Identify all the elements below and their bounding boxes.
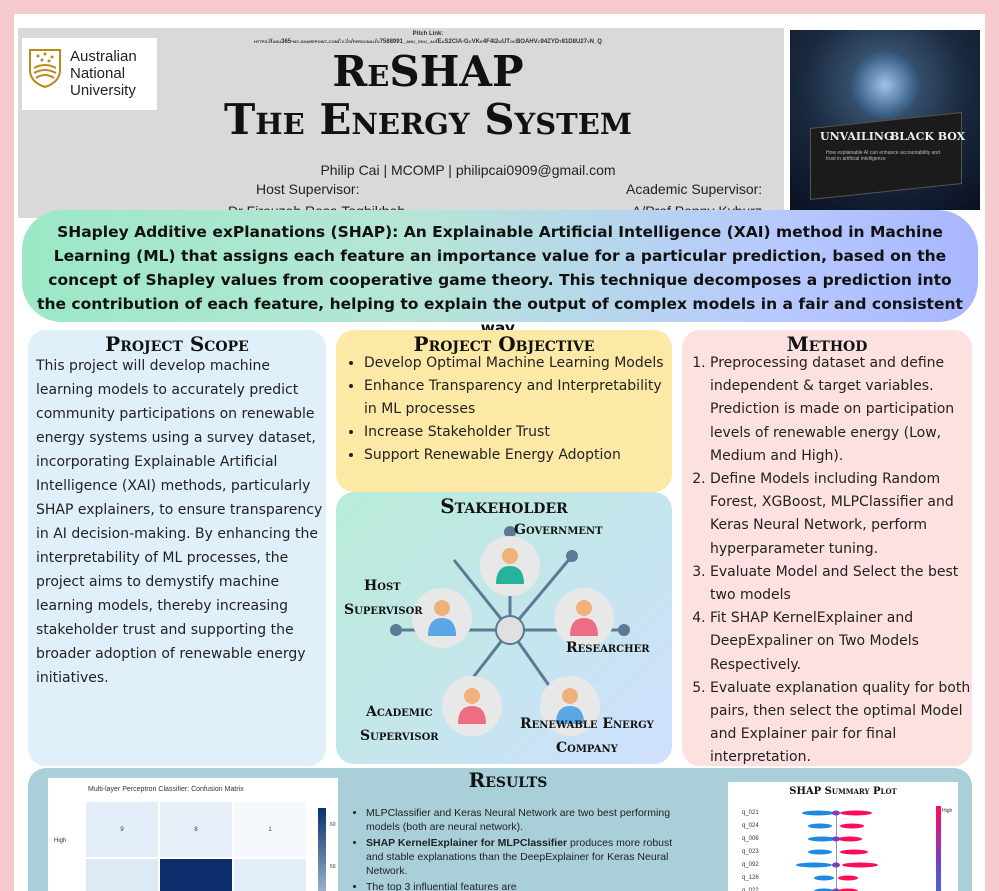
anu-logo: Australian National University xyxy=(22,38,157,110)
cm-tick: 60 xyxy=(330,822,336,828)
image-text-2: BLACK BOX xyxy=(890,130,966,143)
academic-supervisor-person-icon xyxy=(442,676,502,736)
renewable-energy-company-person-icon xyxy=(540,676,600,736)
results-list: MLPClassifier and Keras Neural Network a… xyxy=(354,806,676,891)
shap-title: SHAP Summary Plot xyxy=(789,786,897,797)
hub-node xyxy=(495,615,525,645)
scope-text: This project will develop machine learni… xyxy=(36,358,323,686)
results-panel: Results Multi-layer Perceptron Classifie… xyxy=(28,768,972,891)
host-label-1: Host xyxy=(364,578,401,594)
cm-cell: 8 xyxy=(160,802,232,857)
method-steps: Preprocessing dataset and define indepen… xyxy=(692,352,978,770)
cm-cell: 9 xyxy=(86,802,158,857)
shap-feature-label: q_126 xyxy=(742,875,759,881)
host-supervisor-person-icon xyxy=(412,588,472,648)
shap-feature-label: q_023 xyxy=(742,849,759,855)
company-label-2: Company xyxy=(556,740,618,756)
government-person-icon xyxy=(480,536,540,596)
banner-text: SHapley Additive exPlanations (SHAP): An… xyxy=(37,223,963,337)
objective-item: Increase Stakeholder Trust xyxy=(364,421,664,444)
logo-line: Australian xyxy=(70,48,137,65)
academic-supervisor-label: Academic Supervisor: xyxy=(626,181,763,197)
method-step: Fit SHAP KernelExplainer and DeepExpalin… xyxy=(710,607,978,677)
confusion-matrix: Multi-layer Perceptron Classifier: Confu… xyxy=(48,778,338,891)
shap-feature-label: q_024 xyxy=(742,823,759,829)
government-label: Government xyxy=(514,522,603,538)
shap-dots xyxy=(796,810,878,891)
pitch-url[interactable]: https://anu365-my.sharepoint.com/:v:/g/p… xyxy=(254,39,602,45)
stakeholder-diagram xyxy=(390,526,630,736)
cm-tick: 50 xyxy=(330,864,336,870)
objective-item: Support Renewable Energy Adoption xyxy=(364,444,664,467)
author-line: Philip Cai | MCOMP | philipcai0909@gmail… xyxy=(320,162,616,178)
cm-cell xyxy=(160,859,232,891)
project-scope-panel: Project Scope This project will develop … xyxy=(28,330,326,766)
anu-crest-icon xyxy=(29,49,61,88)
company-label-1: Renewable Energy xyxy=(520,716,654,732)
ai-head-icon xyxy=(850,50,920,120)
stakeholder-heading: Stakeholder xyxy=(440,494,568,518)
researcher-label: Researcher xyxy=(566,640,650,656)
scope-heading: Project Scope xyxy=(105,332,249,356)
logo-text: Australian National University xyxy=(70,48,137,99)
result-text: The top 3 influential features are xyxy=(366,881,517,891)
cm-cell xyxy=(234,859,306,891)
shap-summary-plot: SHAP Summary Plot High q_021 q_024 q_006… xyxy=(728,782,958,891)
poster-subtitle: The Energy System xyxy=(224,95,632,144)
results-heading: Results xyxy=(468,768,548,792)
method-heading: Method xyxy=(786,332,868,356)
logo-line: University xyxy=(70,82,136,99)
cm-row-label: High xyxy=(54,838,67,844)
objective-list: Develop Optimal Machine Learning Models … xyxy=(348,352,664,467)
shap-colorbar xyxy=(936,806,941,891)
researcher-person-icon xyxy=(554,588,614,648)
result-item: SHAP KernelExplainer for MLPClassifier p… xyxy=(366,836,676,878)
method-step: Evaluate explanation quality for both pa… xyxy=(710,677,978,770)
result-text: MLPClassifier and Keras Neural Network a… xyxy=(366,807,671,833)
academic-label-1: Academic xyxy=(366,704,433,720)
method-step: Evaluate Model and Select the best two m… xyxy=(710,561,978,607)
black-box-image: UNVAILING BLACK BOX How explainable AI c… xyxy=(790,30,980,210)
method-step: Preprocessing dataset and define indepen… xyxy=(710,352,978,468)
shap-high-label: High xyxy=(942,808,953,814)
host-label-2: Supervisor xyxy=(344,602,423,618)
shap-feature-label: q_006 xyxy=(742,836,759,842)
pitch-link[interactable]: Pitch Link: https://anu365-my.sharepoint… xyxy=(168,30,688,46)
shap-feature-label: q_022 xyxy=(742,888,759,891)
objective-heading: Project Objective xyxy=(413,332,595,356)
host-supervisor-label: Host Supervisor: xyxy=(256,181,360,197)
project-objective-panel: Project Objective Develop Optimal Machin… xyxy=(336,330,672,492)
logo-line: National xyxy=(70,65,126,82)
node-dot xyxy=(618,624,630,636)
poster-title: ReSHAP xyxy=(332,47,524,96)
result-bold: SHAP KernelExplainer for MLPClassifier xyxy=(366,837,568,849)
result-text: produces more robust and stable explanat… xyxy=(366,837,673,877)
cm-title: Multi-layer Perceptron Classifier: Confu… xyxy=(88,786,244,793)
shap-feature-label: q_021 xyxy=(742,810,759,816)
pitch-label: Pitch Link: xyxy=(412,31,444,37)
result-item: The top 3 influential features are xyxy=(366,880,676,891)
shap-dot-rows xyxy=(796,810,878,891)
shap-zero-axis xyxy=(836,814,837,891)
cm-cell: 1 xyxy=(234,802,306,857)
result-item: MLPClassifier and Keras Neural Network a… xyxy=(366,806,676,834)
method-step: Define Models including Random Forest, X… xyxy=(710,468,978,561)
shap-feature-label: q_092 xyxy=(742,862,759,868)
node-dot xyxy=(566,550,578,562)
image-text-1: UNVAILING xyxy=(820,130,894,143)
node-dot xyxy=(390,624,402,636)
image-subtext: How explainable AI can enhance accountab… xyxy=(826,150,940,162)
cm-cell xyxy=(86,859,158,891)
poster: Australian National University Pitch Lin… xyxy=(14,14,985,891)
shap-definition-banner: SHapley Additive exPlanations (SHAP): An… xyxy=(22,210,978,337)
academic-label-2: Supervisor xyxy=(360,728,439,744)
objective-item: Enhance Transparency and Interpretabilit… xyxy=(364,375,664,421)
stakeholder-panel: Stakeholder xyxy=(336,492,672,764)
method-panel: Method Preprocessing dataset and define … xyxy=(682,330,972,766)
cm-colorbar xyxy=(318,808,326,891)
node-dot xyxy=(504,526,516,538)
cm-grid: 9 8 1 xyxy=(86,802,306,891)
header: Australian National University Pitch Lin… xyxy=(18,28,784,219)
objective-item: Develop Optimal Machine Learning Models xyxy=(364,352,664,375)
